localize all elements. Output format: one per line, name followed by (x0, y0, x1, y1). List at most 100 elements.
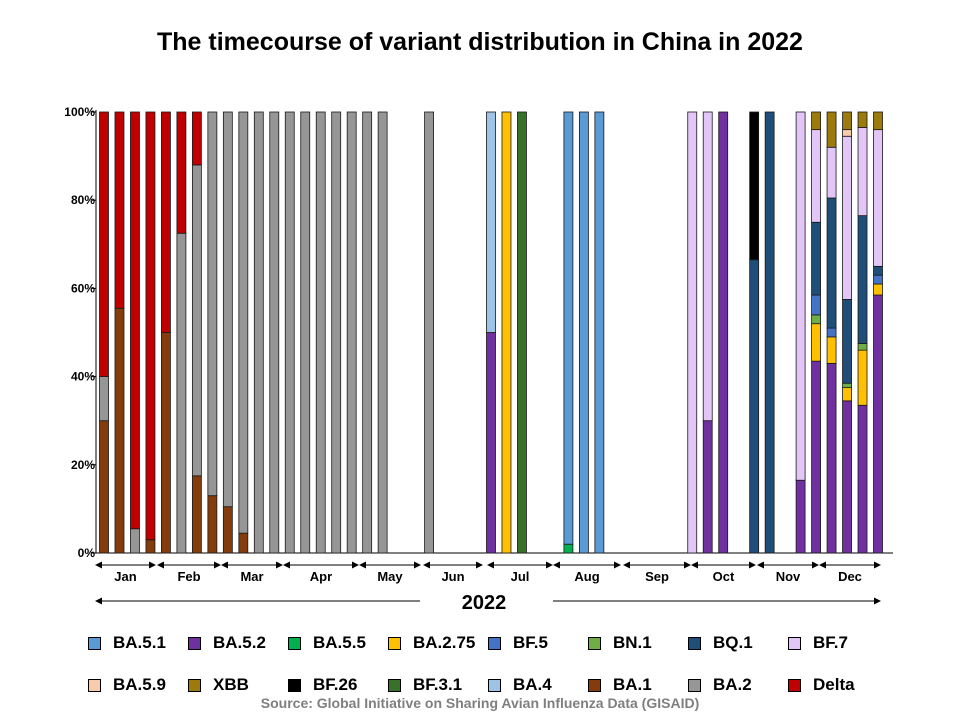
bar-segment (811, 323, 821, 362)
legend-swatch (388, 678, 401, 692)
legend-label: BQ.1 (713, 633, 753, 652)
legend-item: XBB (188, 670, 288, 700)
legend-item: Delta (788, 670, 888, 700)
legend-row: BA.5.9 XBB BF.26 BF.3.1 BA.4 BA.1 BA.2 Delta (88, 670, 908, 700)
bar-segment (517, 111, 527, 554)
legend-item: BF.3.1 (388, 670, 488, 700)
legend-swatch (388, 636, 401, 650)
bar-segment (563, 111, 574, 545)
legend: BA.5.1 BA.5.2 BA.5.5 BA.2.75 BF.5 BN.1 BQ.1 BF.… (88, 628, 908, 712)
month-label: Jun (441, 569, 464, 584)
legend-label: BA.5.1 (113, 633, 166, 652)
bar-segment (857, 343, 868, 351)
bar-segment (842, 382, 852, 389)
bar-segment (99, 376, 109, 422)
legend-swatch (688, 636, 701, 650)
source-note: Source: Global Initiative on Sharing Avi… (260, 695, 700, 711)
bar-segment (873, 274, 883, 285)
bar-segment (99, 111, 109, 378)
bar-segment (284, 111, 295, 554)
legend-label: BF.7 (813, 633, 848, 652)
bar-segment (826, 327, 837, 338)
bar-segment (811, 360, 821, 554)
legend-label: BA.5.2 (213, 633, 266, 652)
bar-segment (842, 387, 852, 402)
bar-segment (377, 111, 388, 554)
legend-item: BF.26 (288, 670, 388, 700)
bar-segment (501, 111, 512, 554)
bar-segment (718, 111, 729, 554)
bar-segment (222, 506, 233, 554)
month-label: Nov (776, 569, 801, 584)
y-tick-label: 80% (71, 193, 95, 207)
bar-segment (207, 495, 218, 554)
bar-segment (594, 111, 605, 554)
bar-segment (826, 146, 837, 199)
bar-segment (749, 259, 760, 554)
bar-segment (161, 332, 171, 554)
bar-segment (207, 111, 218, 497)
bar-segment (300, 111, 311, 554)
month-label: Mar (240, 569, 263, 584)
legend-row: BA.5.1 BA.5.2 BA.5.5 BA.2.75 BF.5 BN.1 BQ.1 BF.… (88, 628, 908, 658)
y-tick-label: 60% (71, 281, 95, 295)
bar-segment (563, 543, 574, 554)
bar-segment (176, 111, 187, 234)
legend-swatch (788, 636, 801, 650)
legend-item: BA.5.1 (88, 628, 188, 658)
legend-item: BA.5.9 (88, 670, 188, 700)
bar-segment (424, 111, 434, 554)
legend-label: BA.4 (513, 675, 552, 694)
month-label: Jul (511, 569, 530, 584)
bar-segment (269, 111, 280, 554)
bar-segment (857, 404, 868, 554)
legend-item: BA.1 (588, 670, 688, 700)
month-label: Aug (574, 569, 599, 584)
bar-segment (486, 332, 496, 554)
legend-swatch (288, 678, 301, 692)
legend-item: BA.4 (488, 670, 588, 700)
legend-swatch (788, 678, 801, 692)
month-label: Jan (114, 569, 136, 584)
bar-segment (176, 232, 187, 554)
legend-label: BF.5 (513, 633, 548, 652)
legend-swatch (588, 678, 601, 692)
bar-segment (811, 221, 821, 296)
y-tick-label: 20% (71, 458, 95, 472)
bar-segment (315, 111, 326, 554)
bar-segment (826, 197, 837, 329)
legend-label: BA.5.9 (113, 675, 166, 694)
bar-segment (826, 336, 837, 364)
bar-segment (873, 129, 883, 267)
legend-swatch (488, 678, 501, 692)
bar-segment (842, 400, 852, 554)
bar-segment (130, 528, 140, 554)
legend-item: BA.5.2 (188, 628, 288, 658)
legend-swatch (688, 678, 701, 692)
bar-segment (842, 111, 852, 131)
legend-label: BF.26 (313, 675, 358, 694)
legend-item: BA.2.75 (388, 628, 488, 658)
bar-segment (857, 215, 868, 344)
bar-segment (826, 111, 837, 148)
legend-item: BF.7 (788, 628, 888, 658)
chart-plot-area: 0% 20% 40% 60% 80% 100% Jan Feb Mar Apr May Jun Jul A… (64, 105, 893, 614)
bar-segment (222, 111, 233, 508)
bar-segment (842, 135, 852, 300)
month-label: Feb (177, 569, 200, 584)
bar-segment (114, 111, 125, 309)
legend-item: BA.5.5 (288, 628, 388, 658)
bar-segment (857, 127, 868, 217)
bar-segment (826, 362, 837, 554)
bar-segment (238, 111, 249, 534)
bar-segment (145, 111, 156, 541)
bar-segment (873, 111, 883, 131)
bar-segment (795, 111, 806, 481)
legend-label: BA.1 (613, 675, 652, 694)
legend-item: BN.1 (588, 628, 688, 658)
legend-label: BA.2.75 (413, 633, 476, 652)
month-label: Apr (310, 569, 332, 584)
month-label: May (377, 569, 403, 584)
bar-segment (687, 111, 698, 554)
legend-item: BQ.1 (688, 628, 788, 658)
